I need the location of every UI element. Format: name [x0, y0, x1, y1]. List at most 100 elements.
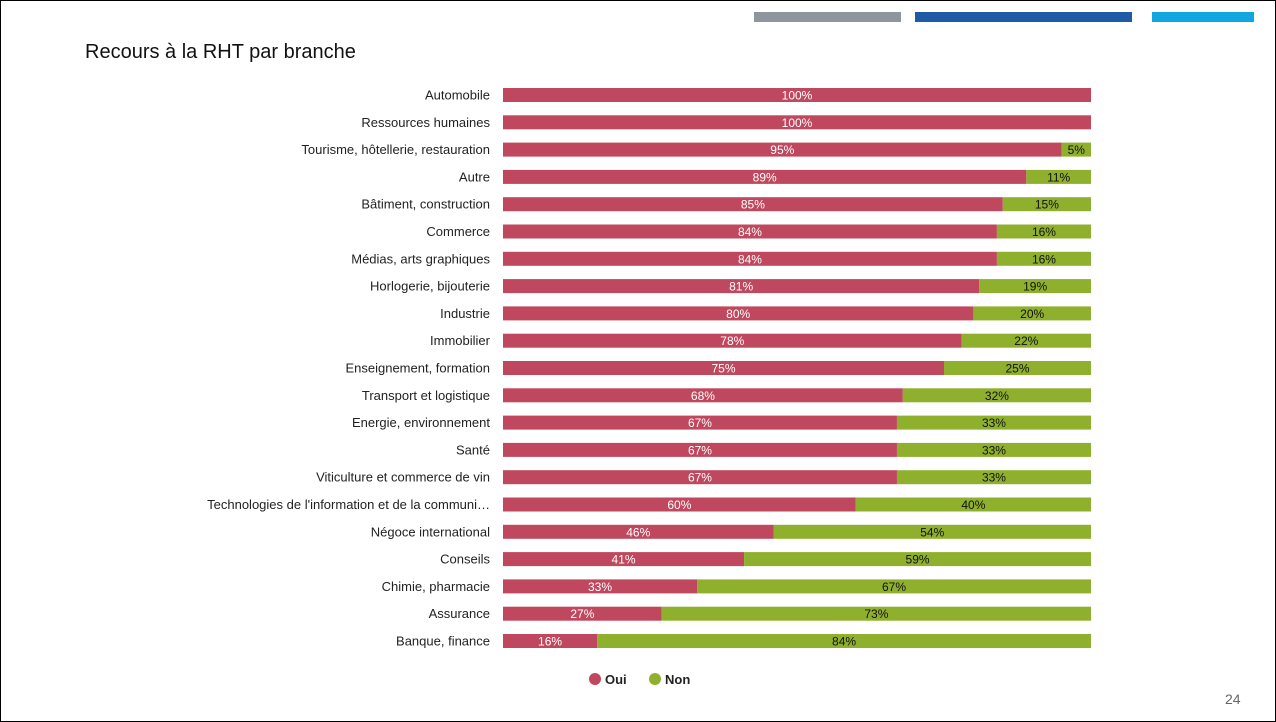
data-label: 33% [588, 580, 612, 594]
data-label: 67% [688, 471, 712, 485]
bar-oui [503, 142, 1062, 157]
category-label: Commerce [426, 224, 490, 239]
bar-non [744, 552, 1091, 567]
legend-marker-oui [589, 673, 601, 685]
data-label: 84% [738, 252, 762, 266]
category-label: Assurance [429, 606, 490, 621]
bar-oui [503, 361, 944, 375]
category-label: Ressources humaines [361, 115, 490, 130]
category-label: Transport et logistique [362, 388, 490, 403]
bar-non [979, 279, 1091, 294]
data-label: 60% [667, 498, 691, 512]
accent-bar-gray [754, 12, 901, 22]
bar-non [973, 306, 1091, 321]
data-label: 54% [920, 525, 944, 539]
bar-non [961, 333, 1091, 348]
category-label: Chimie, pharmacie [382, 579, 490, 594]
category-label: Viticulture et commerce de vin [316, 470, 490, 485]
data-label: 22% [1014, 334, 1038, 348]
data-label: 68% [691, 389, 715, 403]
data-label: 33% [982, 443, 1006, 457]
data-label: 95% [770, 143, 794, 157]
data-label: 80% [726, 307, 750, 321]
bar-oui [503, 442, 897, 457]
data-label: 16% [538, 635, 562, 649]
data-label: 46% [626, 525, 650, 539]
data-label: 5% [1068, 143, 1086, 157]
category-label: Immobilier [430, 333, 491, 348]
category-label: Santé [456, 442, 490, 457]
bar-non [661, 606, 1091, 621]
data-label: 15% [1035, 198, 1059, 212]
data-label: 100% [782, 116, 813, 130]
bar-non [896, 470, 1091, 485]
page-number: 24 [1225, 691, 1241, 707]
data-label: 67% [688, 443, 712, 457]
data-label: 81% [729, 280, 753, 294]
bar-oui [503, 579, 698, 594]
accent-bar-cyan [1152, 12, 1254, 22]
category-label: Bâtiment, construction [361, 197, 490, 212]
bar-oui [503, 470, 897, 485]
data-label: 100% [782, 89, 813, 103]
bar-oui [503, 88, 1091, 102]
data-label: 40% [961, 498, 985, 512]
bar-non [773, 524, 1091, 539]
data-label: 11% [1047, 170, 1070, 184]
data-label: 84% [832, 635, 856, 649]
bar-non [855, 497, 1091, 512]
bar-oui [503, 306, 974, 321]
data-label: 19% [1023, 280, 1047, 294]
data-label: 16% [1032, 225, 1056, 239]
category-label: Tourisme, hôtellerie, restauration [301, 142, 490, 157]
data-label: 32% [985, 389, 1009, 403]
bar-oui [503, 388, 903, 403]
bar-non [902, 388, 1091, 403]
bar-oui [503, 279, 980, 294]
category-label: Banque, finance [396, 634, 490, 649]
category-label: Automobile [425, 88, 490, 103]
data-label: 67% [882, 580, 906, 594]
data-label: 84% [738, 225, 762, 239]
slide-title: Recours à la RHT par branche [85, 41, 356, 63]
bar-oui [503, 251, 997, 266]
category-label: Négoce international [371, 524, 490, 539]
bar-non [1026, 169, 1091, 184]
category-label: Médias, arts graphiques [351, 251, 490, 266]
data-label: 75% [711, 362, 735, 376]
bar-oui [503, 333, 962, 348]
data-label: 78% [720, 334, 744, 348]
category-label: Enseignement, formation [345, 361, 490, 376]
legend-label-oui: Oui [605, 672, 627, 687]
bar-non [1002, 197, 1091, 212]
bar-oui [503, 552, 745, 567]
bar-non [896, 442, 1091, 457]
category-label: Energie, environnement [352, 415, 490, 430]
bar-non [996, 224, 1091, 239]
data-label: 41% [612, 553, 636, 567]
bar-oui [503, 169, 1027, 184]
bar-non [996, 251, 1091, 266]
category-label: Horlogerie, bijouterie [370, 279, 490, 294]
bar-oui [503, 224, 997, 239]
category-label: Industrie [440, 306, 490, 321]
data-label: 27% [570, 607, 594, 621]
bar-non [697, 579, 1091, 594]
accent-bar-blue [915, 12, 1132, 22]
legend-marker-non [649, 673, 661, 685]
data-label: 33% [982, 416, 1006, 430]
category-label: Technologies de l'information et de la c… [207, 497, 490, 512]
bar-non [597, 634, 1091, 648]
data-label: 25% [1005, 362, 1029, 376]
category-label: Autre [459, 169, 490, 184]
bar-oui [503, 197, 1003, 212]
data-label: 59% [906, 553, 930, 567]
bar-oui [503, 634, 598, 648]
data-label: 16% [1032, 252, 1056, 266]
bar-non [1061, 142, 1091, 157]
data-label: 89% [753, 170, 777, 184]
bar-oui [503, 497, 856, 512]
bar-oui [503, 606, 662, 621]
